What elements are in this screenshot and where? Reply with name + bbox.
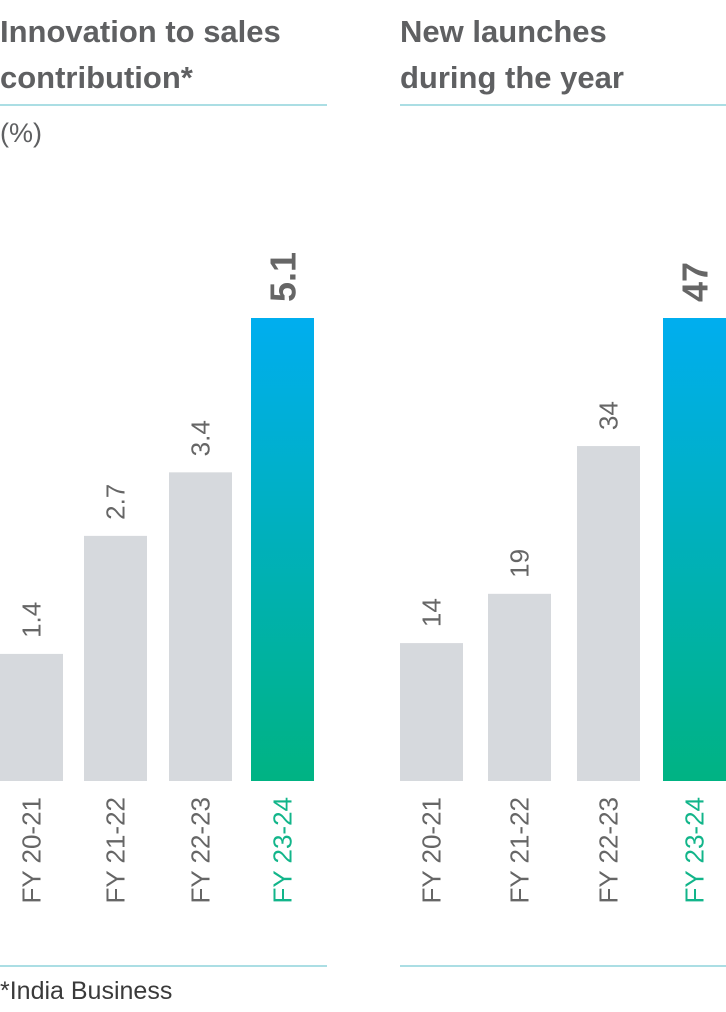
left-chart-title-line-1: Innovation to sales: [0, 14, 281, 49]
right-category-label-2: FY 21-22: [505, 797, 535, 903]
left-category-label-3: FY 22-23: [186, 797, 216, 903]
left-bar-chart: 1.4 FY 20-21 2.7 FY 21-22 3.4 FY 22-23 5.1 FY 2…: [0, 252, 314, 903]
right-value-label-1: 14: [417, 598, 447, 627]
right-bar-chart: 14 FY 20-21 19 FY 21-22 34 FY 22-23 47 FY 23-24: [400, 262, 726, 903]
right-value-label-4: 47: [675, 262, 716, 302]
left-bar-2: [84, 535, 147, 781]
footnote: *India Business: [0, 977, 172, 1005]
right-chart-title-line-1: New launches: [400, 14, 607, 49]
left-category-label-2: FY 21-22: [101, 797, 131, 903]
left-bar-4: [251, 318, 314, 781]
left-category-label-1: FY 20-21: [17, 797, 47, 903]
right-category-label-4: FY 23-24: [680, 797, 710, 903]
left-chart-title-line-2: contribution*: [0, 60, 194, 95]
left-value-label-1: 1.4: [17, 602, 47, 638]
right-chart-title-line-2: during the year: [400, 60, 624, 95]
right-bar-1: [400, 643, 463, 781]
left-value-label-2: 2.7: [101, 484, 131, 520]
left-chart-unit: (%): [0, 118, 42, 148]
left-bar-3: [169, 472, 232, 781]
right-value-label-3: 34: [594, 401, 624, 430]
left-value-label-4: 5.1: [263, 252, 304, 302]
left-value-label-3: 3.4: [186, 420, 216, 456]
right-value-label-2: 19: [505, 549, 535, 578]
right-bar-4: [663, 318, 726, 781]
left-bar-1: [0, 653, 63, 781]
right-bar-2: [488, 593, 551, 781]
right-category-label-1: FY 20-21: [417, 797, 447, 903]
right-category-label-3: FY 22-23: [594, 797, 624, 903]
right-bar-3: [577, 446, 640, 781]
left-category-label-4: FY 23-24: [268, 797, 298, 903]
